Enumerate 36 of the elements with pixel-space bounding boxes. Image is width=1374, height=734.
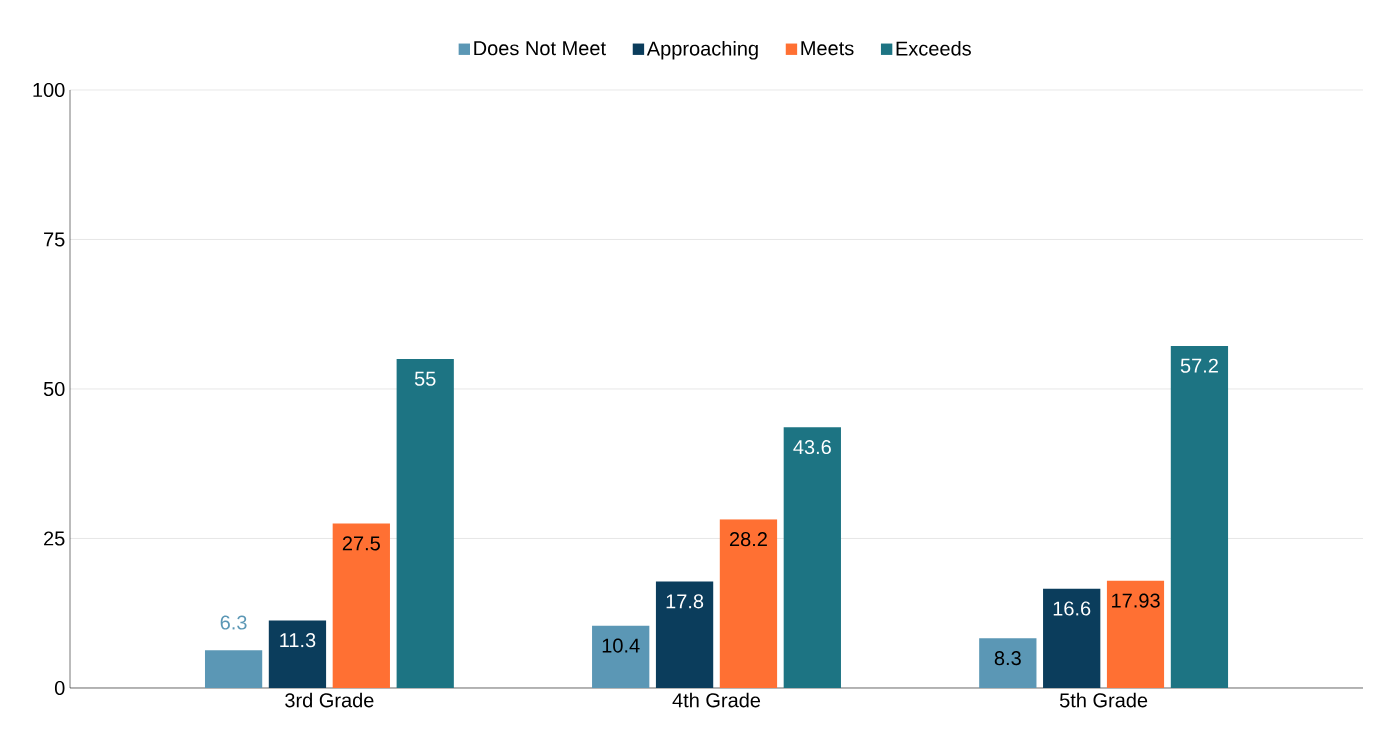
data-label: 16.6 xyxy=(1053,601,1091,616)
legend-label: Meets xyxy=(801,41,854,56)
y-tick-label: 50 xyxy=(43,381,65,397)
data-label: 43.6 xyxy=(793,439,831,455)
x-tick-label: 4th Grade xyxy=(672,692,761,708)
data-label: 10.4 xyxy=(602,638,640,653)
bar xyxy=(783,427,841,688)
x-tick-label: 3rd Grade xyxy=(285,692,374,708)
bar xyxy=(204,650,263,688)
x-tick-label: 5th Grade xyxy=(1059,692,1148,708)
data-label: 8.3 xyxy=(994,651,1021,666)
data-label: 6.3 xyxy=(220,615,247,630)
data-label: 17.93 xyxy=(1112,593,1160,608)
data-label: 55 xyxy=(414,371,436,386)
bar xyxy=(268,620,327,688)
bar xyxy=(1170,345,1229,688)
data-label: 28.2 xyxy=(729,532,767,547)
bar xyxy=(719,519,778,688)
legend-label: Exceeds xyxy=(896,40,971,56)
bar xyxy=(396,359,454,688)
data-label: 57.2 xyxy=(1180,358,1218,373)
bar xyxy=(1106,580,1165,688)
legend-label: Approaching xyxy=(646,40,758,60)
bar xyxy=(979,638,1037,688)
legend-label: Does Not Meet xyxy=(474,41,606,56)
bar xyxy=(592,625,650,688)
bar xyxy=(332,523,390,688)
data-label: 27.5 xyxy=(342,536,380,551)
y-tick-label: 25 xyxy=(44,531,65,546)
y-tick-label: 75 xyxy=(44,232,65,247)
y-tick-label: 0 xyxy=(54,680,65,696)
data-label: 17.8 xyxy=(666,594,704,609)
y-tick-label: 100 xyxy=(33,82,65,98)
bar xyxy=(655,581,714,688)
bar xyxy=(1043,588,1101,688)
data-label: 11.3 xyxy=(280,633,316,648)
